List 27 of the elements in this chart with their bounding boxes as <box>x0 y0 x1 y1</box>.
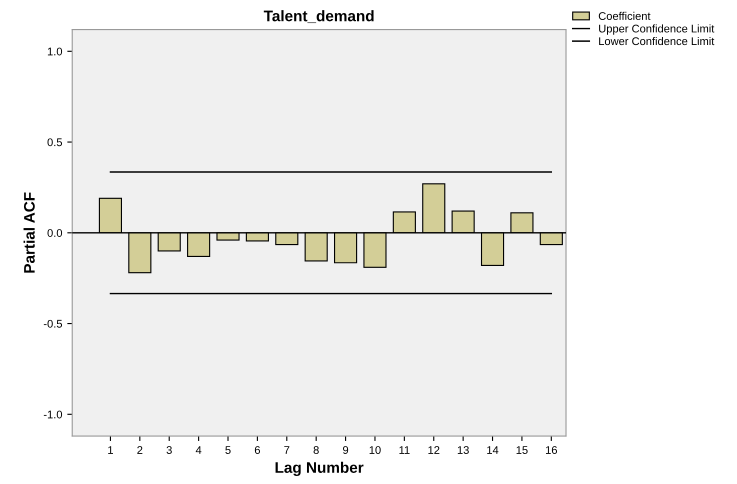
x-tick-label: 6 <box>254 446 260 454</box>
x-tick-label: 3 <box>166 446 172 454</box>
y-axis-title: Partial ACF <box>24 192 35 273</box>
x-tick-label: 7 <box>284 446 290 454</box>
y-tick-label: -0.5 <box>44 320 62 328</box>
x-tick-label: 11 <box>399 446 410 454</box>
x-tick-label: 2 <box>137 446 142 454</box>
y-tick-label: 0.0 <box>47 229 62 237</box>
x-tick-label: 16 <box>546 446 558 454</box>
legend-label: Upper Confidence Limit <box>599 24 714 35</box>
y-tick-label: -1.0 <box>44 410 62 418</box>
x-tick-label: 9 <box>343 446 348 454</box>
x-axis-title: Lag Number <box>276 462 364 476</box>
x-tick-label: 15 <box>516 446 528 454</box>
x-tick-label: 8 <box>314 446 319 454</box>
x-tick-label: 1 <box>108 446 113 454</box>
legend-label: Coefficient <box>598 12 650 20</box>
y-tick-label: 1.0 <box>48 48 62 56</box>
legend-label: Lower Confidence Limit <box>599 36 714 46</box>
x-tick-label: 10 <box>370 446 381 454</box>
y-tick-label: 0.5 <box>47 138 62 146</box>
x-tick-label: 14 <box>487 446 498 454</box>
chart-title: Talent_demand <box>264 10 374 24</box>
x-tick-label: 13 <box>458 446 469 454</box>
x-tick-label: 4 <box>196 446 202 454</box>
x-tick-label: 5 <box>225 446 231 454</box>
x-tick-label: 12 <box>428 446 440 454</box>
